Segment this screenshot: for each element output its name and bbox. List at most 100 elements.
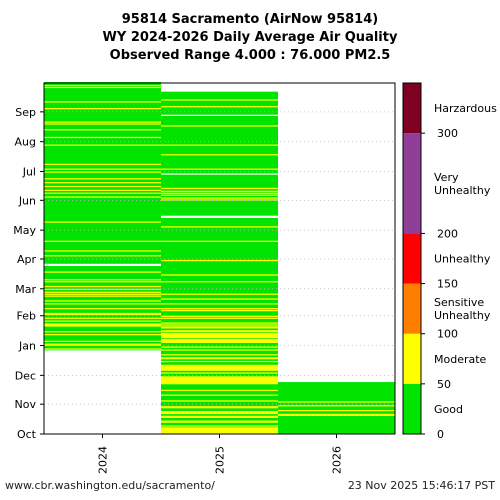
y-tick-label-may: May — [13, 224, 36, 237]
moderate-day-2025 — [161, 411, 278, 414]
moderate-day-2025 — [161, 293, 278, 295]
moderate-day-2025 — [161, 376, 278, 378]
moderate-day-2025 — [161, 432, 278, 434]
timestamp: 23 Nov 2025 15:46:17 PST — [347, 479, 495, 492]
moderate-day-2025 — [161, 379, 278, 381]
moderate-day-2025 — [161, 378, 278, 380]
y-tick-label-nov: Nov — [15, 398, 37, 411]
moderate-day-2025 — [161, 315, 278, 317]
moderate-day-2024 — [44, 240, 161, 242]
moderate-day-2024 — [44, 250, 161, 252]
moderate-day-2025 — [161, 281, 278, 283]
moderate-day-2025 — [161, 394, 278, 396]
moderate-day-2024 — [44, 171, 161, 173]
moderate-day-2025 — [161, 400, 278, 402]
moderate-day-2025 — [161, 298, 278, 300]
moderate-day-2024 — [44, 192, 161, 194]
colorbar-band-moderate — [403, 333, 421, 384]
moderate-day-2026 — [278, 414, 395, 417]
moderate-day-2024 — [44, 295, 161, 297]
moderate-day-2025 — [161, 226, 278, 228]
moderate-day-2025 — [161, 357, 278, 359]
colorbar-band-sensitive-unhealthy — [403, 283, 421, 334]
moderate-day-2024 — [44, 221, 161, 223]
moderate-day-2025 — [161, 380, 278, 382]
moderate-day-2024 — [44, 348, 161, 350]
colorbar-tick-label-300: 300 — [437, 127, 458, 140]
moderate-day-2024 — [44, 101, 161, 103]
moderate-day-2025 — [161, 425, 278, 427]
moderate-day-2024 — [44, 182, 161, 184]
x-tick-label-2025: 2025 — [214, 446, 227, 474]
moderate-day-2025 — [161, 340, 278, 342]
moderate-day-2024 — [44, 271, 161, 273]
moderate-day-2025 — [161, 168, 278, 170]
moderate-day-2025 — [161, 366, 278, 368]
moderate-day-2025 — [161, 334, 278, 337]
colorbar-category-label-unhealthy: Unhealthy — [434, 253, 491, 266]
colorbar-band-unhealthy — [403, 233, 421, 284]
colorbar-band-harzardous — [403, 83, 421, 134]
moderate-day-2025 — [161, 190, 278, 192]
moderate-day-2024 — [44, 144, 161, 146]
moderate-day-2025 — [161, 330, 278, 332]
colorbar-frame — [402, 82, 422, 435]
moderate-day-2025 — [161, 383, 278, 385]
moderate-day-2024 — [44, 108, 161, 110]
missing-day-2025 — [161, 173, 278, 175]
heatmap-column-2026 — [278, 382, 395, 434]
colorbar-tick-label-200: 200 — [437, 227, 458, 240]
moderate-day-2025 — [161, 416, 278, 418]
moderate-day-2024 — [44, 325, 161, 327]
y-tick-label-dec: Dec — [15, 369, 36, 382]
y-axis-months: Oct Nov Dec Jan Feb Mar Apr May Jun Jul Aug Sep — [13, 106, 44, 441]
moderate-day-2024 — [44, 344, 161, 346]
moderate-day-2024 — [44, 279, 161, 281]
colorbar-tick-label-150: 150 — [437, 278, 458, 291]
moderate-day-2024 — [44, 189, 161, 192]
colorbar-category-label-good: Good — [434, 403, 463, 416]
moderate-day-2025 — [161, 194, 278, 196]
x-axis-years: 2024 2025 2026 — [97, 434, 344, 474]
moderate-day-2025 — [161, 365, 278, 367]
moderate-day-2025 — [161, 154, 278, 156]
moderate-day-2024 — [44, 168, 161, 170]
moderate-day-2025 — [161, 428, 278, 430]
good-band-2026 — [278, 382, 395, 434]
moderate-day-2024 — [44, 288, 161, 291]
moderate-day-2024 — [44, 293, 161, 295]
moderate-day-2025 — [161, 333, 278, 336]
colorbar-category-label-very-unhealthy: Very Unhealthy — [434, 171, 491, 197]
moderate-day-2025 — [161, 382, 278, 384]
moderate-day-2024 — [44, 303, 161, 305]
good-band-2024 — [44, 82, 161, 351]
y-tick-label-aug: Aug — [15, 136, 36, 149]
moderate-day-2025 — [161, 339, 278, 342]
moderate-day-2024 — [44, 185, 161, 188]
source-url[interactable]: www.cbr.washington.edu/sacramento/ — [5, 479, 215, 492]
moderate-day-2024 — [44, 300, 161, 302]
moderate-day-2024 — [44, 291, 161, 293]
moderate-day-2025 — [161, 324, 278, 326]
moderate-day-2024 — [44, 308, 161, 310]
moderate-day-2025 — [161, 317, 278, 319]
moderate-day-2025 — [161, 336, 278, 339]
moderate-day-2026 — [278, 405, 395, 407]
moderate-day-2025 — [161, 407, 278, 409]
moderate-day-2025 — [161, 369, 278, 371]
moderate-day-2025 — [161, 192, 278, 194]
moderate-day-2025 — [161, 338, 278, 341]
y-tick-label-jan: Jan — [18, 340, 36, 353]
moderate-day-2026 — [278, 409, 395, 412]
moderate-day-2025 — [161, 144, 278, 146]
colorbar-category-label-sensitive-unhealthy: Sensitive Unhealthy — [434, 296, 491, 322]
missing-day-2024 — [44, 264, 161, 267]
moderate-day-2024 — [44, 313, 161, 316]
moderate-day-2025 — [161, 364, 278, 367]
moderate-day-2025 — [161, 415, 278, 417]
moderate-day-2025 — [161, 381, 278, 383]
x-tick-label-2024: 2024 — [97, 446, 110, 474]
heatmap-gridlines — [44, 111, 395, 405]
moderate-day-2025 — [161, 333, 278, 335]
